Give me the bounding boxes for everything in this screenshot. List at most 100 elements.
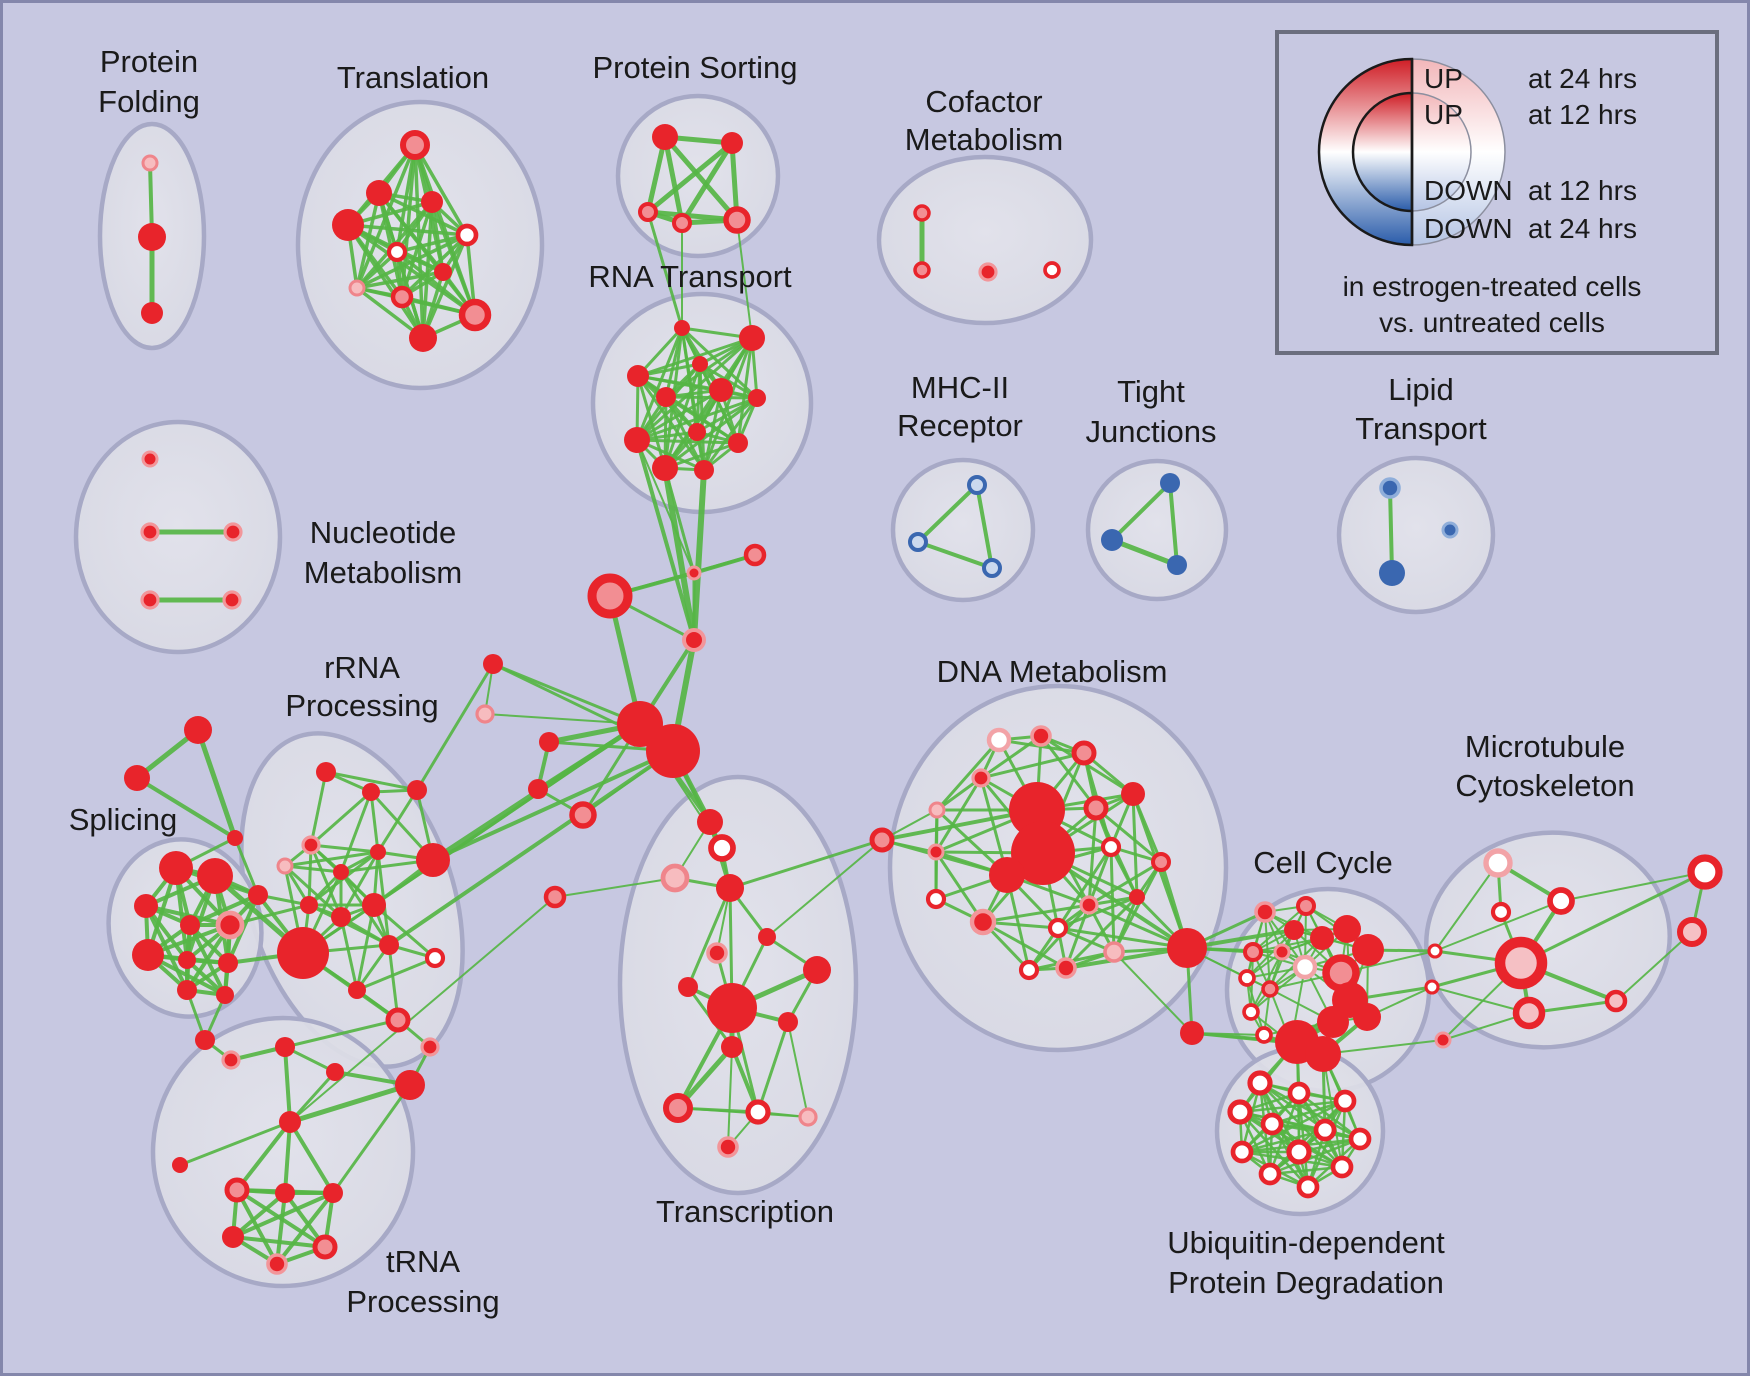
edge — [662, 465, 697, 643]
gene-set-node-117 — [869, 827, 895, 853]
edge — [1087, 845, 1113, 907]
gene-set-node-136 — [1243, 942, 1263, 962]
edge — [1064, 903, 1091, 970]
edge — [635, 336, 754, 442]
gene-set-node-81 — [134, 894, 158, 918]
gene-set-node-130 — [1254, 901, 1276, 923]
gene-set-node-21 — [978, 262, 998, 282]
gene-set-node-93 — [227, 830, 243, 846]
gene-set-node-40 — [646, 724, 700, 778]
edge — [415, 662, 495, 792]
network-nodes — [124, 124, 1723, 1275]
gene-set-node-105 — [266, 1253, 288, 1275]
gene-set-node-60 — [717, 1136, 739, 1158]
edge — [283, 1045, 292, 1124]
gene-set-node-103 — [222, 1226, 244, 1248]
gene-set-node-19 — [913, 204, 931, 222]
gene-set-node-106 — [986, 727, 1012, 753]
edge — [635, 438, 696, 642]
edge — [1431, 986, 1530, 1014]
gene-set-node-122 — [969, 908, 997, 936]
cluster-bubble-cofactor-metabolism — [876, 154, 1094, 326]
edge — [231, 1191, 335, 1239]
edge — [355, 956, 437, 992]
cluster-label-ubiquitin-dependent-protein-degradation-line2: Protein Degradation — [1168, 1265, 1444, 1300]
edge — [664, 395, 740, 445]
edge — [275, 1191, 335, 1266]
gene-set-node-7 — [455, 223, 479, 247]
gene-set-node-104 — [312, 1234, 338, 1260]
gene-set-node-73 — [277, 927, 329, 979]
edge — [635, 388, 723, 442]
edge — [677, 1107, 809, 1118]
gene-set-node-124 — [1079, 895, 1099, 915]
legend-term-2: UP — [1424, 99, 1463, 130]
gene-set-node-57 — [663, 1093, 693, 1123]
cluster-label-microtubule-cytoskeleton-line2: Cytoskeleton — [1455, 768, 1634, 803]
edge — [880, 838, 1009, 877]
gene-set-node-153 — [1227, 1099, 1253, 1125]
gene-set-node-173 — [967, 475, 987, 495]
gene-set-node-45 — [475, 704, 495, 724]
gene-set-node-79 — [159, 851, 193, 885]
edge — [934, 850, 985, 924]
gene-set-node-108 — [1071, 740, 1097, 766]
gene-set-node-131 — [1296, 896, 1316, 916]
edge — [736, 219, 753, 339]
legend-time-1: at 24 hrs — [1528, 63, 1637, 94]
gene-set-node-27 — [656, 387, 676, 407]
legend-term-1: UP — [1424, 63, 1463, 94]
edge — [283, 864, 343, 919]
gene-set-node-112 — [928, 801, 946, 819]
edge — [309, 843, 380, 854]
edge — [339, 915, 359, 992]
legend-inner-left-half — [1351, 91, 1414, 213]
gene-set-node-133 — [1333, 915, 1361, 943]
gene-set-node-164 — [1490, 901, 1512, 923]
gene-set-node-13 — [409, 324, 437, 352]
edge — [1056, 845, 1113, 930]
gene-set-node-47 — [708, 834, 736, 862]
edge — [662, 134, 685, 226]
cluster-label-trna-processing-line1: tRNA — [386, 1244, 460, 1279]
edge — [324, 770, 419, 792]
gene-set-node-128 — [1167, 928, 1207, 968]
edge — [283, 1018, 400, 1049]
cluster-label-protein-sorting-line1: Protein Sorting — [592, 50, 797, 85]
gene-set-node-6 — [332, 209, 364, 241]
edge — [1113, 951, 1193, 1034]
gene-set-node-16 — [638, 202, 658, 222]
cluster-bubble-nucleotide-metabolism — [73, 419, 283, 655]
edge — [1268, 1165, 1344, 1176]
gene-set-node-159 — [1258, 1162, 1282, 1186]
cluster-label-ubiquitin-dependent-protein-degradation-line1: Ubiquitin-dependent — [1167, 1225, 1445, 1260]
gene-set-node-9 — [434, 263, 452, 281]
gene-set-node-66 — [276, 857, 294, 875]
gene-set-node-98 — [279, 1111, 301, 1133]
gene-set-node-38 — [682, 628, 706, 652]
edge — [979, 734, 1043, 780]
gene-set-node-157 — [1230, 1140, 1254, 1164]
edge — [289, 896, 556, 1123]
edge — [369, 790, 380, 854]
gene-set-node-14 — [652, 124, 678, 150]
cluster-bubble-trna-processing — [150, 1015, 416, 1289]
gene-set-node-118 — [1100, 836, 1122, 858]
gene-set-node-115 — [989, 857, 1025, 893]
edge — [663, 466, 696, 575]
gene-set-node-12 — [458, 298, 492, 332]
edge — [1064, 946, 1189, 970]
gene-set-node-172 — [1677, 917, 1707, 947]
gene-set-node-120 — [1129, 889, 1145, 905]
gene-set-node-15 — [721, 132, 743, 154]
edge — [1306, 1099, 1347, 1189]
cluster-label-protein-folding-line2: Folding — [98, 84, 200, 119]
edge — [727, 1046, 733, 1148]
gene-set-node-26 — [692, 356, 708, 372]
edge — [635, 326, 684, 442]
cluster-labels: Protein Folding Translation Protein Sorting… — [69, 44, 1635, 1319]
edge — [636, 374, 706, 472]
edge — [662, 134, 740, 223]
cluster-label-cofactor-metabolism-line1: Cofactor — [925, 84, 1042, 119]
